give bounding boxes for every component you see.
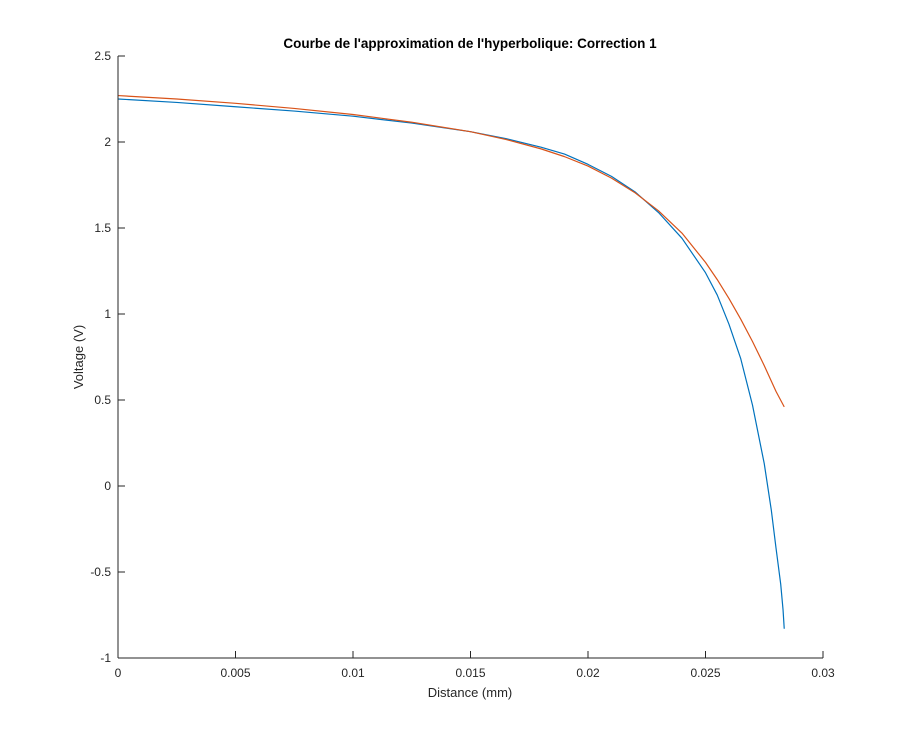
chart-title: Courbe de l'approximation de l'hyperboli…: [283, 36, 657, 51]
x-tick-label: 0.025: [690, 666, 720, 680]
x-tick-label: 0.01: [341, 666, 365, 680]
x-axis-label: Distance (mm): [428, 685, 513, 700]
y-tick-label: -0.5: [90, 565, 111, 579]
y-tick-label: 2.5: [94, 49, 111, 63]
x-tick-label: 0.03: [811, 666, 835, 680]
y-tick-label: 0.5: [94, 393, 111, 407]
y-tick-label: 1: [104, 307, 111, 321]
x-tick-label: 0.015: [455, 666, 485, 680]
x-tick-label: 0: [115, 666, 122, 680]
ticks-layer: 0 0.005 0.01 0.015 0.02 0.025 0.03 -1 -0.5 0 0.5 1 1…: [90, 49, 835, 680]
series-line-2: [117, 94, 785, 408]
x-tick-label: 0.005: [220, 666, 250, 680]
y-tick-label: 2: [104, 135, 111, 149]
y-axis-label: Voltage (V): [71, 325, 86, 389]
series-layer: [117, 94, 785, 629]
y-tick-label: -1: [100, 651, 111, 665]
y-tick-label: 0: [104, 479, 111, 493]
x-tick-label: 0.02: [576, 666, 600, 680]
y-tick-label: 1.5: [94, 221, 111, 235]
